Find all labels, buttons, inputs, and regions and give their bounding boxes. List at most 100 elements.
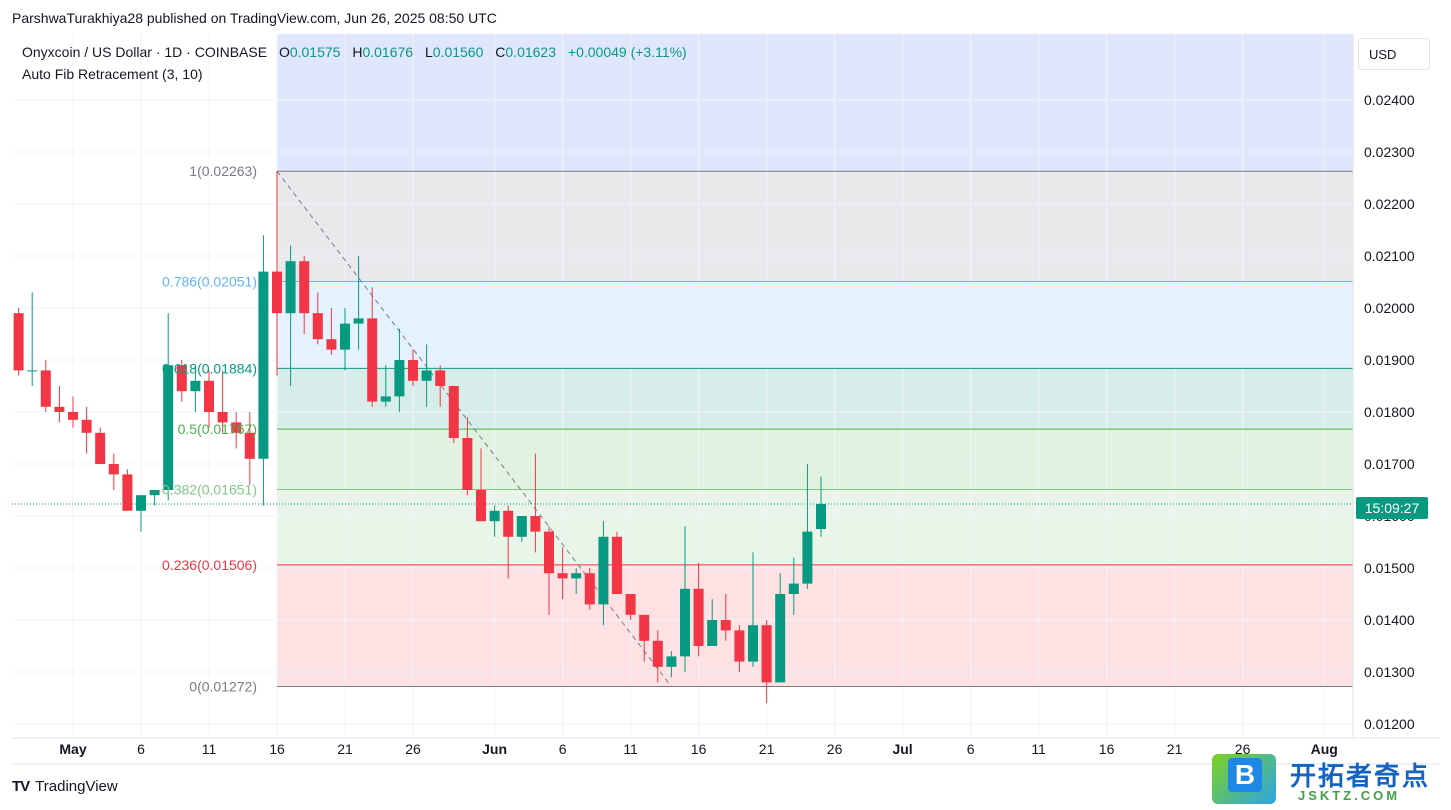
candle-body [285,261,296,314]
symbol-legend[interactable]: Onyxcoin / US Dollar · 1D · COINBASE O0.… [22,44,687,60]
x-tick-label: 6 [559,741,567,757]
x-tick-label: Jun [482,741,507,757]
candle-body [584,573,595,605]
tradingview-logo[interactable]: TV TradingView [12,778,118,795]
y-tick-label: 0.01800 [1364,404,1415,420]
candle-body [217,412,228,423]
high-value: 0.01676 [362,44,414,60]
candle-body [299,261,310,314]
candle-body [244,432,255,459]
candle-body [680,588,690,657]
candle-body [462,438,473,490]
y-tick-label: 0.01200 [1364,716,1415,732]
tradingview-mark-icon: TV [12,778,30,795]
publisher-line: ParshwaTurakhiya28 published on TradingV… [12,10,497,26]
site-watermark: B 开拓者奇点 JSKTZ.COM [1210,752,1450,808]
y-tick-label: 0.01900 [1364,352,1415,368]
candle-body [761,625,772,683]
fib-band [277,489,1353,565]
candle-body [312,313,323,340]
y-tick-label: 0.01500 [1364,560,1415,576]
change-value: +0.00049 (+3.11%) [567,44,687,60]
fib-level-label: 0.786(0.02051) [162,273,257,289]
candle-body [258,271,269,459]
candle-body [816,504,826,529]
candle-body [408,360,418,381]
grid [12,34,1353,738]
candle-body [748,625,758,662]
x-tick-label: 16 [269,741,285,757]
candle-body [598,536,609,605]
open-value: 0.01575 [289,44,341,60]
x-tick-label: 21 [759,741,775,757]
candle-body [775,594,786,683]
candle-body [353,318,364,324]
fib-band [277,564,1353,687]
open-label: O [278,44,290,60]
indicator-legend[interactable]: Auto Fib Retracement (3, 10) [22,66,203,82]
candle-body [489,510,500,522]
candle-body [503,510,514,537]
fib-band-above [277,34,1353,172]
candle-body [81,419,92,433]
candle-body [54,406,65,412]
candle-body [720,620,731,631]
fib-band [277,429,1353,490]
low-label: L [424,44,433,60]
candle-body [231,422,242,433]
time-scale-bg [12,738,1451,764]
candle-body [13,313,24,371]
candle-body [571,573,582,579]
x-tick-label: 11 [623,741,638,757]
candle-body [435,370,446,386]
candle-body [421,370,432,381]
candle-body [380,396,391,402]
fib-level-label: 0.382(0.01651) [162,481,257,497]
x-tick-label: 16 [691,741,707,757]
close-value: 0.01623 [505,44,556,60]
fib-level-label: 0.5(0.01767) [178,421,257,437]
price-scale-bg [1353,34,1451,738]
y-tick-label: 0.02000 [1364,300,1415,316]
candle-body [27,370,38,372]
fib-level-label: 1(0.02263) [189,163,257,179]
candle-body [530,516,541,532]
x-tick-label: 21 [337,741,353,757]
y-tick-label: 0.01400 [1364,612,1415,628]
x-tick-label: 26 [1235,741,1251,757]
candle-body [340,323,350,350]
tradingview-logo-text: TradingView [35,778,118,795]
watermark-letter: B [1228,758,1262,792]
x-tick-label: 26 [827,741,843,757]
candle-body [394,360,405,397]
fib-band [277,281,1353,369]
candle-body [326,339,337,350]
y-tick-label: 0.02400 [1364,92,1415,108]
candle-body [149,490,160,496]
candle-body [666,656,677,667]
candle-body [516,516,527,537]
y-tick-label: 0.02200 [1364,196,1415,212]
symbol-name[interactable]: Onyxcoin / US Dollar · 1D · COINBASE [22,44,268,60]
y-tick-label: 0.02300 [1364,144,1415,160]
candle-body [122,474,133,511]
y-tick-label: 0.01700 [1364,456,1415,472]
candle-body [68,412,78,420]
candle-body [108,464,119,475]
candle-body [190,380,201,392]
candle-body [163,365,174,490]
x-tick-label: 21 [1167,741,1183,757]
candle-body [802,531,813,584]
candle-body [448,386,459,438]
x-tick-label: 26 [405,741,421,757]
x-tick-label: 6 [967,741,975,757]
currency-selector[interactable]: USD [1358,38,1430,70]
axes: 0.02400 0.02300 0.02200 0.02100 0.02000 0.019… [12,34,1451,765]
y-tick-label: 0.01300 [1364,664,1415,680]
candle-body [734,630,745,662]
candle-body [136,495,146,511]
candles [13,171,826,704]
fib-level-label: 0.618(0.01884) [162,360,257,376]
candle-body [652,640,663,667]
